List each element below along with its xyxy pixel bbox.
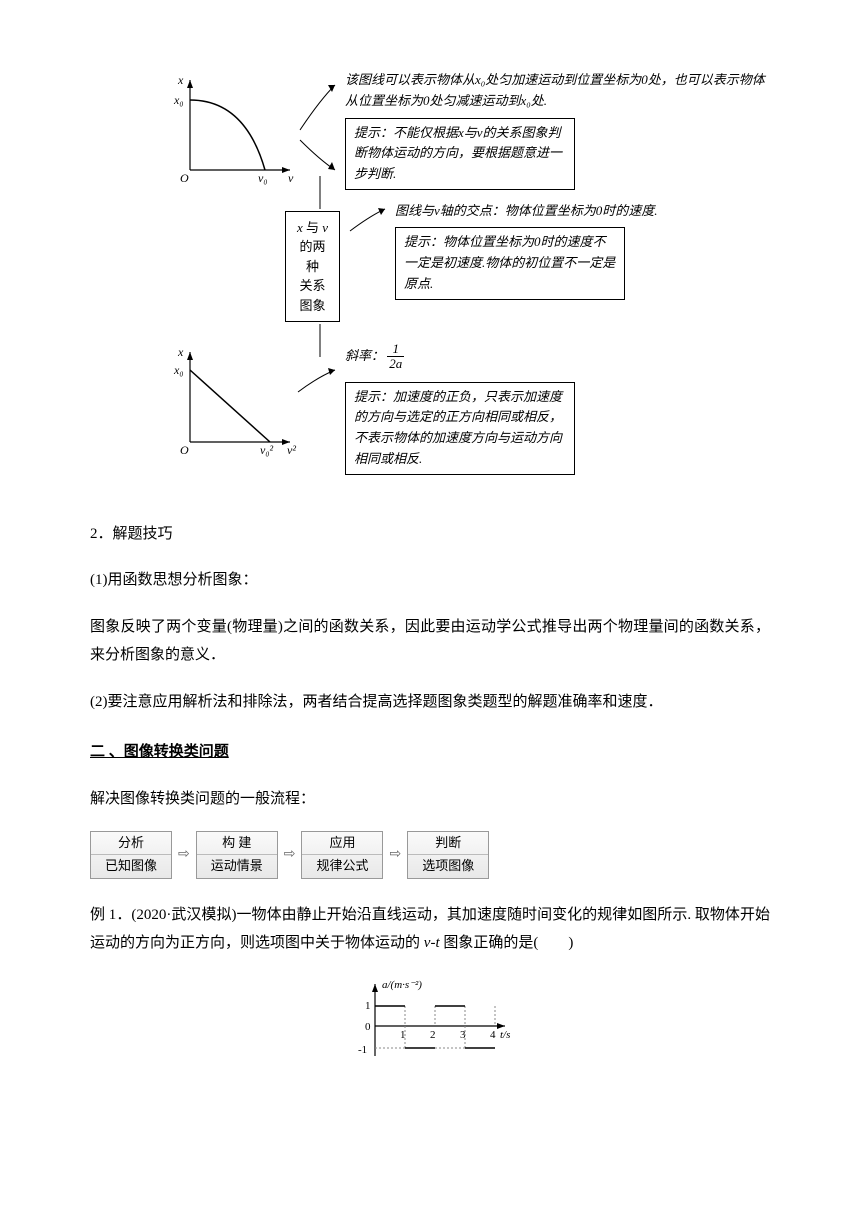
flow-arrow-icon: ⇨ (389, 842, 401, 869)
slope-label: 斜率： 1 2a (345, 342, 770, 372)
at-ylabel: a/(m·s⁻²) (382, 979, 422, 991)
flow-box-1: 分析 已知图像 (90, 831, 172, 878)
graph2-origin: O (180, 443, 189, 457)
heading-jietijiqiao: 2．解题技巧 (90, 520, 770, 549)
center-concept-box: x 与 v 的两种 关系图象 (285, 211, 340, 323)
para-3-intro: 解决图像转换类问题的一般流程： (90, 785, 770, 814)
callouts-2: 图线与v轴的交点：物体位置坐标为0时的速度. 提示：物体位置坐标为0时的速度不一… (390, 201, 770, 310)
flow-box-2: 构 建 运动情景 (196, 831, 278, 878)
at-xtick-4: 4 (490, 1029, 496, 1041)
graph2-ylabel: x (177, 345, 184, 359)
flow-arrow-icon: ⇨ (284, 842, 296, 869)
xv2-graph: x x₀ O v₀² v² (170, 342, 300, 473)
callouts-1: 该图线可以表示物体从x₀处匀加速运动到位置坐标为0处，也可以表示物体从位置坐标为… (340, 70, 770, 200)
flow-box-3: 应用 规律公式 (301, 831, 383, 878)
connector-mid-up (170, 171, 340, 211)
heading-tuxiangzhuanhuan: 二 、图像转换类问题 (90, 738, 770, 767)
callout3-box: 提示：加速度的正负，只表示加速度的方向与选定的正方向相同或相反，不表示物体的加速… (345, 382, 575, 475)
para-2-3: (2)要注意应用解析法和排除法，两者结合提高选择题图象类题型的解题准确率和速度． (90, 688, 770, 717)
callout1-text: 该图线可以表示物体从x₀处匀加速运动到位置坐标为0处，也可以表示物体从位置坐标为… (345, 70, 770, 112)
flow-diagram: 分析 已知图像 ⇨ 构 建 运动情景 ⇨ 应用 规律公式 ⇨ 判断 选项图像 (90, 831, 770, 878)
graph1-y0: x₀ (173, 93, 184, 107)
callout1-box: 提示：不能仅根据x与v的关系图象判断物体运动的方向，要根据题意进一步判断. (345, 118, 575, 190)
center-box-line1: x 与 v 的两种 (296, 218, 329, 277)
flow-arrow-icon: ⇨ (178, 842, 190, 869)
at-xtick-2: 2 (430, 1029, 436, 1041)
at-ytick-neg1: -1 (358, 1044, 367, 1056)
arrow-connector-2 (340, 201, 390, 291)
flow-box-4: 判断 选项图像 (407, 831, 489, 878)
at-ytick-0: 0 (365, 1021, 371, 1033)
para-2-1: (1)用函数思想分析图象： (90, 566, 770, 595)
example-1-text: 例 1．(2020·武汉模拟)一物体由静止开始沿直线运动，其加速度随时间变化的规… (90, 901, 770, 958)
diagram-row-mid: x 与 v 的两种 关系图象 图线与v轴的交点：物体位置坐标为0时的速度. 提示… (170, 201, 770, 333)
callout2-text: 图线与v轴的交点：物体位置坐标为0时的速度. (395, 201, 770, 222)
diagram-row-2: x x₀ O v₀² v² 斜率： 1 2a 提示：加速度的正负，只表示加速度的… (170, 342, 770, 485)
callouts-3: 斜率： 1 2a 提示：加速度的正负，只表示加速度的方向与选定的正方向相同或相反… (340, 342, 770, 485)
at-graph: a/(m·s⁻²) 1 0 -1 1 2 3 4 t/s (90, 976, 770, 1082)
graph1-ylabel: x (177, 73, 184, 87)
concept-diagram: x x₀ O v₀ v 该图线可以表示物体从x₀处匀加速运动到位置坐标为0处，也… (170, 70, 770, 485)
graph2-x0: v₀² (260, 443, 273, 457)
graph2-y0: x₀ (173, 363, 184, 377)
at-ytick-1: 1 (365, 1000, 371, 1012)
at-xlabel: t/s (500, 1029, 510, 1041)
para-2-2: 图象反映了两个变量(物理量)之间的函数关系，因此要由运动学公式推导出两个物理量间… (90, 613, 770, 670)
callout2-box: 提示：物体位置坐标为0时的速度不一定是初速度.物体的初位置不一定是原点. (395, 227, 625, 299)
arrow-connector-3 (290, 342, 340, 462)
center-box-line2: 关系图象 (296, 276, 329, 315)
